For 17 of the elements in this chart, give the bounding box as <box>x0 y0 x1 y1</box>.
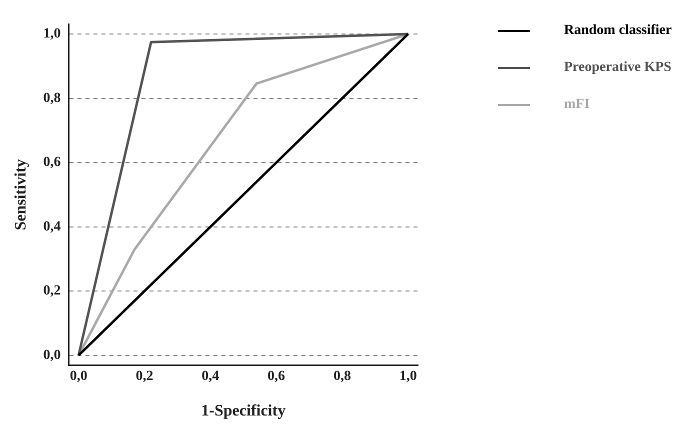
x-axis-title: 1-Specificity <box>201 402 286 420</box>
x-tick-label: 0,8 <box>333 369 351 384</box>
y-tick-label: 0,0 <box>43 348 61 363</box>
x-tick-label: 0,4 <box>202 369 220 384</box>
x-tick-label: 0,6 <box>268 369 286 384</box>
y-axis-title: Sensitivity <box>12 159 30 230</box>
x-tick-label: 1,0 <box>399 369 417 384</box>
text: Random classifier <box>564 22 672 38</box>
y-tick-label: 1,0 <box>43 26 61 42</box>
text: Preoperative KPS <box>564 60 672 76</box>
y-tick-label: 0,6 <box>43 155 61 170</box>
y-tick-label: 0,4 <box>43 219 61 234</box>
x-tick-label: 0,2 <box>136 369 154 384</box>
y-tick-label: 0,2 <box>43 284 61 299</box>
x-tick-label: 0,0 <box>70 369 88 384</box>
y-tick-label: 0,8 <box>43 90 61 106</box>
text: mFI <box>564 96 590 112</box>
